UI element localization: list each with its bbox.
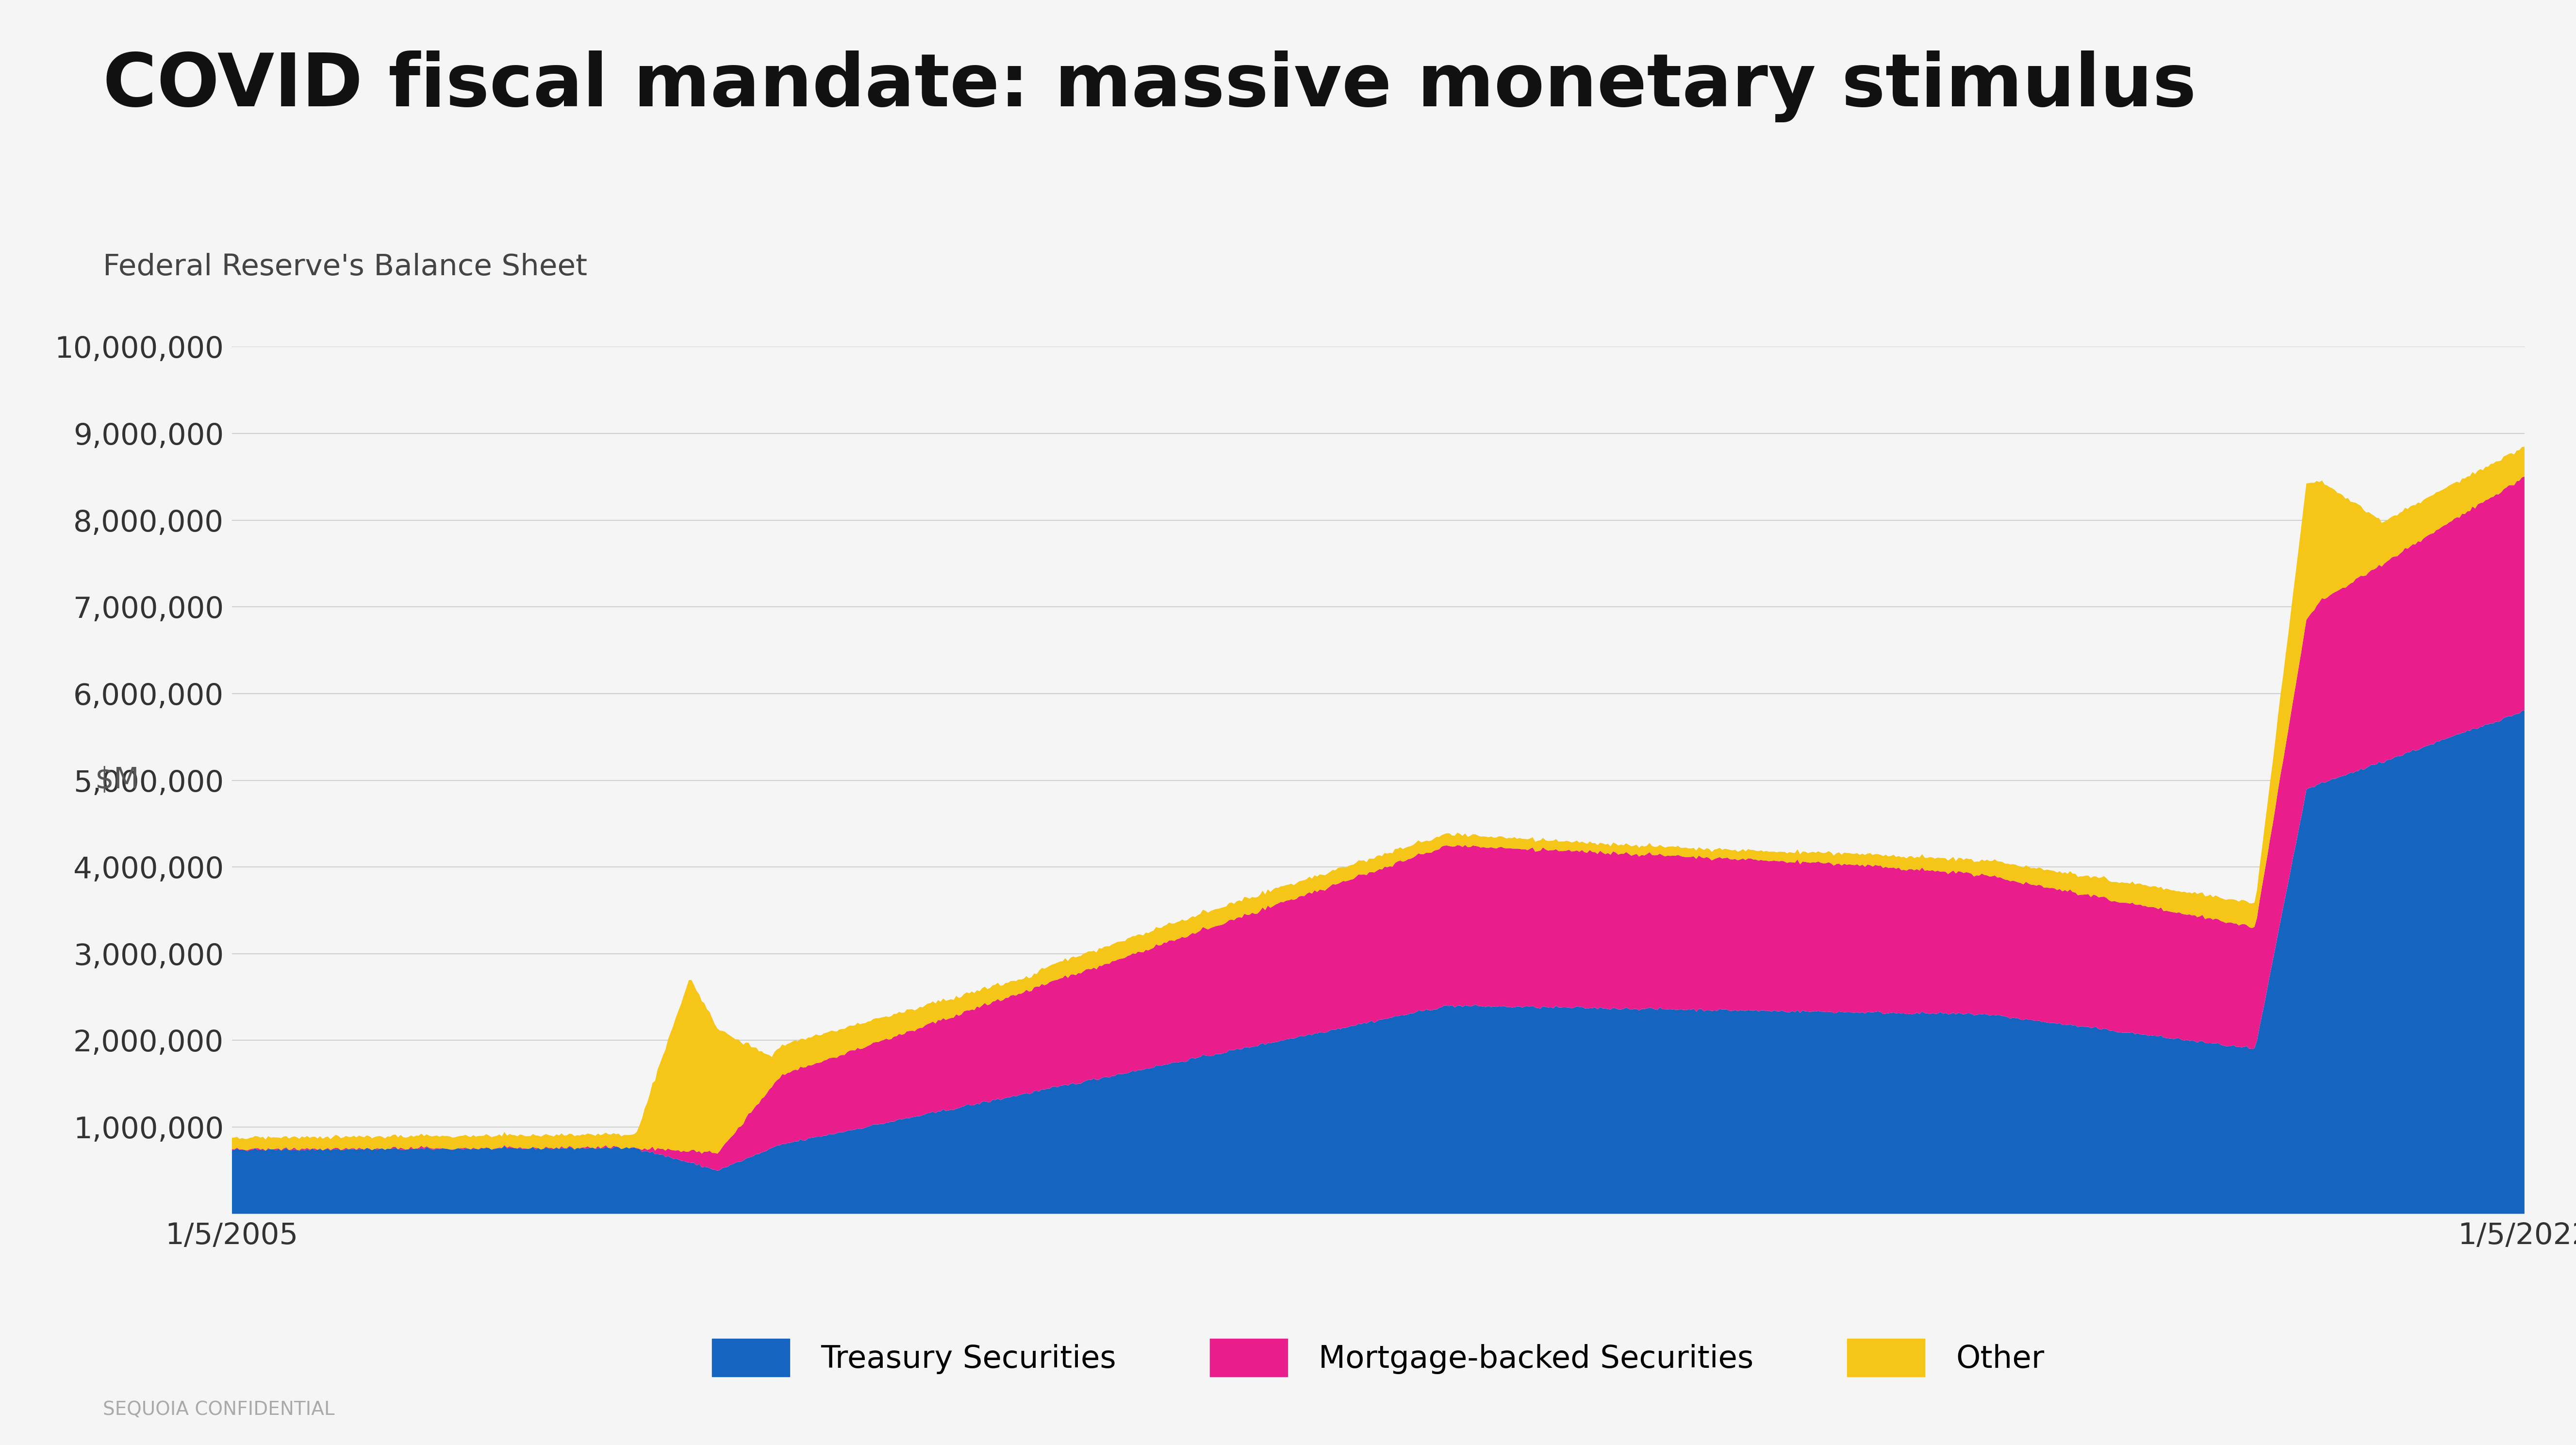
- Text: COVID fiscal mandate: massive monetary stimulus: COVID fiscal mandate: massive monetary s…: [103, 51, 2197, 123]
- Y-axis label: $M: $M: [95, 766, 139, 795]
- Text: SEQUOIA CONFIDENTIAL: SEQUOIA CONFIDENTIAL: [103, 1400, 335, 1419]
- Legend: Treasury Securities, Mortgage-backed Securities, Other: Treasury Securities, Mortgage-backed Sec…: [698, 1327, 2058, 1389]
- Text: Federal Reserve's Balance Sheet: Federal Reserve's Balance Sheet: [103, 253, 587, 282]
